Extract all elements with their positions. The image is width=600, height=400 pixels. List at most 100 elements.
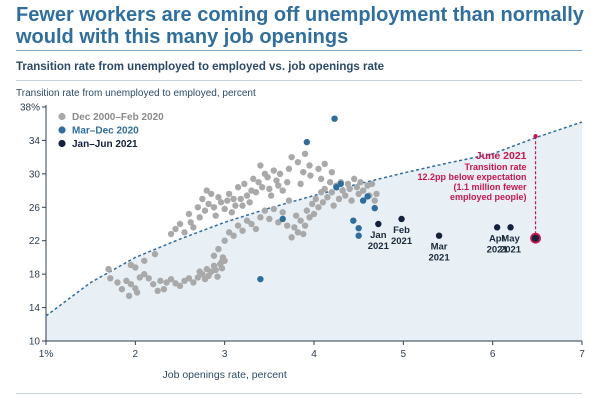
pre-2020-point: [194, 274, 202, 281]
pre-2020-point: [351, 175, 358, 183]
pre-2020-point: [230, 195, 237, 203]
covid-2020-point: [371, 204, 378, 212]
x-tick-label: 7: [579, 349, 585, 360]
pre-2020-point: [154, 287, 161, 295]
point-label-year: 2021: [368, 241, 390, 252]
y-tick-label: 14: [29, 303, 41, 314]
pre-2020-point: [270, 205, 277, 213]
pre-2020-point: [228, 209, 236, 216]
pre-2020-point: [309, 200, 316, 208]
pre-2020-point: [317, 175, 325, 183]
annotation-title: June 2021: [476, 150, 527, 162]
pre-2020-point: [301, 150, 309, 157]
recovery-2021-point: [493, 224, 501, 231]
pre-2020-point: [315, 204, 322, 211]
pre-2020-point: [243, 217, 251, 224]
y-axis-title: Transition rate from unemployed to emplo…: [16, 88, 256, 99]
pre-2020-point: [205, 200, 212, 208]
pre-2020-point: [355, 190, 362, 198]
point-label-month: May: [501, 233, 520, 244]
pre-2020-point: [310, 210, 318, 218]
legend-label: Mar–Dec 2020: [72, 126, 139, 137]
annotation-line: employed people): [450, 192, 527, 202]
pre-2020-point: [212, 212, 219, 219]
pre-2020-point: [264, 174, 271, 181]
point-label-month: Feb: [393, 225, 410, 236]
pre-2020-point: [241, 180, 248, 188]
pre-2020-point: [133, 289, 141, 296]
pre-2020-point: [292, 212, 300, 219]
recovery-2021-point: [375, 220, 382, 228]
covid-2020-point: [359, 197, 367, 204]
x-tick-label: 1%: [39, 349, 54, 360]
pre-2020-point: [330, 202, 337, 209]
pre-2020-point: [300, 168, 307, 176]
pre-2020-point: [294, 158, 302, 166]
pre-2020-point: [232, 202, 239, 209]
pre-2020-point: [373, 190, 380, 198]
point-label-year: 2021: [391, 236, 413, 247]
pre-2020-point: [284, 179, 291, 186]
pre-2020-point: [342, 192, 349, 199]
pre-2020-point: [239, 202, 246, 209]
pre-2020-point: [196, 214, 203, 221]
pre-2020-point: [123, 277, 130, 285]
pre-2020-point: [234, 222, 242, 229]
x-tick-label: 2: [133, 349, 139, 360]
legend-marker: [58, 139, 66, 148]
pre-2020-point: [261, 207, 269, 214]
legend-label: Dec 2000–Feb 2020: [72, 112, 164, 123]
pre-2020-point: [218, 265, 226, 272]
pre-2020-point: [136, 274, 143, 281]
point-label-year: 2021: [500, 244, 522, 255]
pre-2020-point: [368, 180, 376, 188]
pre-2020-point: [288, 234, 295, 241]
pre-2020-point: [339, 187, 346, 194]
pre-2020-point: [321, 160, 328, 168]
page-title: Fewer workers are coming off unemploymen…: [16, 4, 584, 48]
x-tick-label: 3: [222, 349, 228, 360]
pre-2020-point: [190, 279, 197, 286]
y-tick-label: 26: [29, 203, 41, 214]
pre-2020-point: [288, 153, 295, 161]
pre-2020-point: [301, 222, 309, 229]
y-tick-label: 18: [29, 270, 41, 281]
legend-label: Jan–Jun 2021: [72, 139, 138, 150]
pre-2020-point: [187, 219, 194, 226]
covid-2020-point: [350, 217, 357, 224]
covid-2020-point: [303, 138, 311, 146]
pre-2020-point: [114, 279, 121, 286]
recovery-2021-point: [398, 215, 405, 223]
pre-2020-point: [210, 204, 218, 211]
pre-2020-point: [294, 229, 302, 236]
annotation-line: Transition rate: [465, 162, 527, 172]
pre-2020-point: [328, 168, 336, 176]
pre-2020-point: [335, 195, 343, 203]
recovery-2021-point: [435, 232, 443, 239]
covid-2020-point: [337, 180, 344, 188]
pre-2020-point: [324, 194, 331, 201]
june-2021-point: [530, 232, 541, 244]
y-tick-label: 30: [29, 169, 41, 180]
x-tick-label: 6: [490, 349, 496, 360]
expectation-curve: [45, 121, 583, 317]
x-tick-label: 4: [311, 349, 317, 360]
pre-2020-point: [276, 170, 284, 178]
pre-2020-point: [252, 189, 260, 196]
title-divider: [16, 50, 582, 51]
pre-2020-point: [141, 270, 148, 278]
pre-2020-point: [190, 224, 197, 231]
pre-2020-point: [212, 266, 219, 274]
pre-2020-point: [297, 217, 304, 224]
pre-2020-point: [266, 185, 273, 193]
pre-2020-point: [125, 292, 133, 300]
pre-2020-point: [285, 197, 293, 204]
pre-2020-point: [163, 279, 170, 286]
pre-2020-point: [257, 214, 264, 221]
pre-2020-point: [224, 197, 231, 204]
pre-2020-point: [145, 275, 152, 282]
pre-2020-point: [258, 184, 266, 191]
pre-2020-point: [221, 237, 228, 244]
